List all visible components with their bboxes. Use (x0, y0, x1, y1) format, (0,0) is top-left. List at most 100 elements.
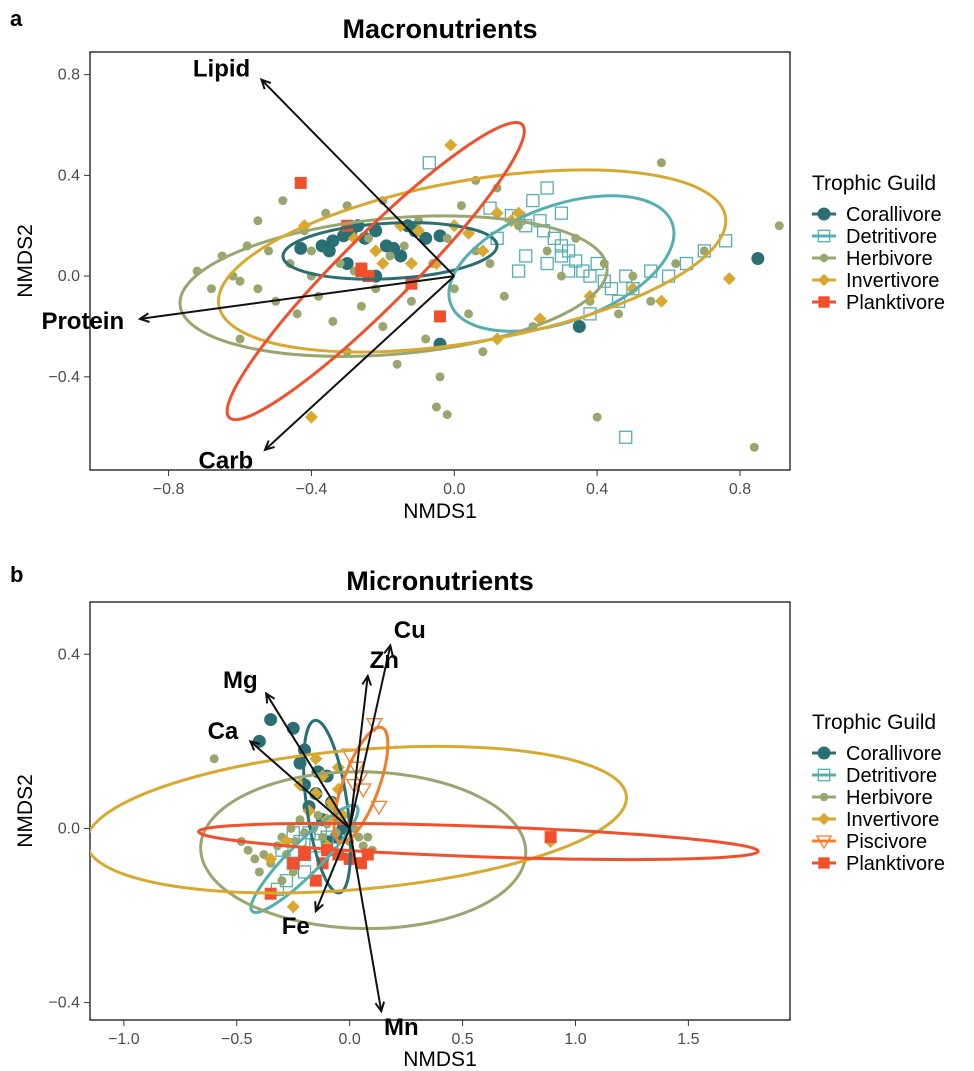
data-point-detritivore (540, 181, 554, 195)
legend-label: Planktivore (846, 292, 945, 314)
legend-label: Detritivore (846, 765, 937, 787)
vector-lipid (260, 78, 455, 277)
data-point-corallivore (340, 257, 354, 271)
legend-entry-piscivore: Piscivore (812, 831, 927, 853)
data-point-herbivore (592, 412, 602, 422)
data-point-detritivore (554, 206, 569, 220)
chart-title-b: Micronutrients (346, 566, 534, 596)
data-point-invertivore (654, 294, 668, 308)
x-tick-label: 1.0 (564, 1031, 586, 1048)
data-point-planktivore (544, 831, 557, 844)
data-point-herbivore (614, 309, 624, 319)
ellipse-planktivore (225, 120, 526, 422)
data-point-detritivore (526, 193, 540, 208)
data-point-herbivore (392, 359, 402, 369)
data-point-corallivore (572, 319, 586, 333)
panel-label-a: a (10, 6, 23, 31)
data-point-herbivore (243, 845, 253, 855)
data-point-detritivore (569, 254, 583, 268)
legend-key-marker (817, 746, 831, 760)
data-point-herbivore (314, 291, 324, 301)
data-point-herbivore (295, 815, 305, 825)
legend-key-marker (817, 768, 831, 782)
legend-label: Corallivore (846, 204, 942, 226)
y-tick-label: 0.4 (58, 167, 80, 184)
data-point-detritivore (583, 269, 597, 283)
legend-title: Trophic Guild (812, 711, 936, 734)
data-point-herbivore (378, 321, 388, 331)
data-point-herbivore (206, 284, 216, 294)
data-point-herbivore (556, 271, 566, 281)
data-point-invertivore (476, 244, 490, 258)
vector-label-mn: Mn (384, 1014, 419, 1041)
vector-protein (139, 275, 455, 320)
data-point-invertivore (722, 272, 736, 286)
panel-a: a Macronutrients −0.8 −0.4 0.0 0.4 0.8 −0.4 0.… (10, 6, 945, 523)
data-point-herbivore (277, 876, 287, 886)
data-point-herbivore (485, 259, 495, 269)
x-tick-label: 1.5 (677, 1031, 699, 1048)
y-tick-label: −0.4 (48, 369, 80, 386)
data-point-herbivore (399, 241, 409, 251)
legend-entry-planktivore: Planktivore (812, 853, 945, 875)
legend-entry-detritivore: Detritivore (812, 765, 937, 787)
data-point-invertivore (444, 138, 458, 152)
data-point-herbivore (406, 296, 416, 306)
series-detritivore (422, 156, 733, 444)
data-point-planktivore (309, 874, 322, 887)
x-tick-label: −0.5 (221, 1031, 253, 1048)
legend-key-marker (818, 857, 830, 869)
plot-content-1 (90, 713, 760, 931)
data-point-piscivore (370, 800, 388, 816)
y-axis-label-a: NMDS2 (14, 224, 37, 298)
vector-arrowhead-carb (263, 440, 275, 452)
panel-label-b: b (10, 562, 23, 587)
data-point-corallivore (322, 244, 336, 258)
data-point-herbivore (478, 347, 488, 357)
data-point-corallivore (294, 241, 308, 255)
legend-b: Trophic Guild CorallivoreDetritivoreHerbi… (812, 711, 945, 875)
data-point-detritivore (561, 264, 576, 278)
legend-entry-invertivore: Invertivore (812, 270, 939, 292)
ellipse-corallivore (302, 718, 353, 895)
data-point-detritivore (619, 430, 633, 444)
data-point-herbivore (364, 233, 374, 243)
data-point-herbivore (421, 334, 431, 344)
data-point-detritivore (547, 231, 561, 245)
data-point-invertivore (264, 852, 278, 866)
y-tick-label: 0.0 (58, 268, 80, 285)
ellipse-corallivore (281, 221, 499, 281)
data-point-herbivore (253, 284, 263, 294)
data-point-herbivore (464, 309, 474, 319)
vector-label-zn: Zn (370, 647, 399, 674)
data-point-herbivore (363, 832, 373, 842)
x-axis-label-b: NMDS1 (403, 1048, 477, 1071)
y-axis-label-b: NMDS2 (14, 774, 37, 848)
data-point-herbivore (235, 276, 245, 286)
legend-entry-detritivore: Detritivore (812, 226, 937, 248)
vector-arrowhead-cu (383, 643, 394, 656)
vector-fe (314, 828, 351, 912)
data-point-detritivore (511, 264, 526, 278)
vector-label-cu: Cu (394, 617, 426, 644)
y-tick-label: 0.8 (58, 67, 80, 84)
vector-label-mg: Mg (223, 667, 258, 694)
data-point-corallivore (326, 234, 340, 248)
data-point-detritivore (533, 214, 547, 228)
vector-label-lipid: Lipid (193, 55, 250, 82)
data-point-herbivore (354, 832, 364, 842)
chart-title-a: Macronutrients (342, 14, 537, 44)
data-point-corallivore (751, 251, 765, 265)
legend-entry-invertivore: Invertivore (812, 809, 939, 831)
data-point-herbivore (542, 246, 552, 256)
data-point-herbivore (286, 823, 296, 833)
data-point-detritivore (604, 282, 619, 296)
data-point-piscivore (345, 778, 363, 794)
data-point-detritivore (561, 244, 576, 258)
legend-entry-herbivore: Herbivore (812, 787, 933, 809)
data-point-invertivore (304, 410, 318, 424)
legend-key-marker (817, 273, 831, 287)
data-point-herbivore (356, 301, 366, 311)
vector-zn (348, 675, 369, 829)
ellipse-herbivore (178, 214, 609, 358)
